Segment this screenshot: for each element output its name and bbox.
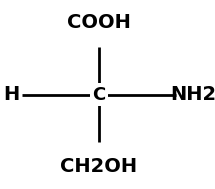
Text: NH2: NH2 bbox=[170, 85, 215, 104]
Text: CH2OH: CH2OH bbox=[60, 157, 137, 176]
Text: H: H bbox=[4, 85, 20, 104]
Text: COOH: COOH bbox=[67, 13, 131, 32]
Text: C: C bbox=[92, 85, 106, 104]
